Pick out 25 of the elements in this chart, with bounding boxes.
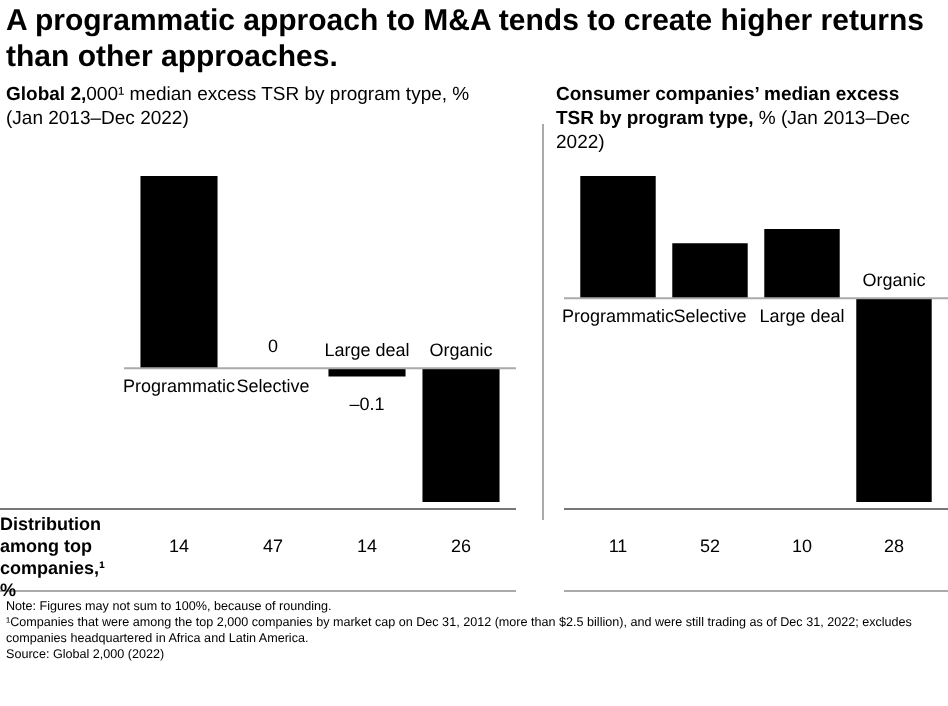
- text: 14: [168, 536, 190, 556]
- category-label: Large deal: [324, 340, 410, 361]
- chart-title: Consumer companies’ median excess TSR by program type, % (Jan 2013–Dec 2022): [556, 84, 910, 154]
- text: 14: [356, 536, 378, 556]
- data-label: –0.1: [349, 394, 385, 415]
- chart-title: A programmatic approach to M&A tends to create higher returns than other approaches.: [6, 4, 926, 76]
- category-label: Organic: [429, 340, 493, 361]
- text: 28: [883, 536, 905, 556]
- text: 11: [608, 536, 628, 556]
- bar: [672, 243, 748, 299]
- chart-subtitle: Global 2,000¹ median excess TSR by program type, % (Jan 2013–Dec 2022): [6, 84, 472, 132]
- text: 10: [791, 536, 813, 556]
- x-tick-label: Programmatic: [561, 306, 676, 327]
- bar: [856, 298, 932, 502]
- category-label: Selective: [236, 376, 310, 397]
- x-tick-label: Large deal: [759, 306, 845, 327]
- text: 52: [699, 536, 721, 556]
- category-label: Programmatic: [122, 376, 236, 397]
- text: Distribution among top companies,¹ %: [0, 514, 108, 601]
- bar: [580, 176, 656, 299]
- data-label: 0: [267, 336, 279, 357]
- x-tick-label: Selective: [673, 306, 747, 327]
- bar: [764, 228, 840, 299]
- text: 47: [262, 536, 284, 556]
- text: 26: [450, 536, 472, 556]
